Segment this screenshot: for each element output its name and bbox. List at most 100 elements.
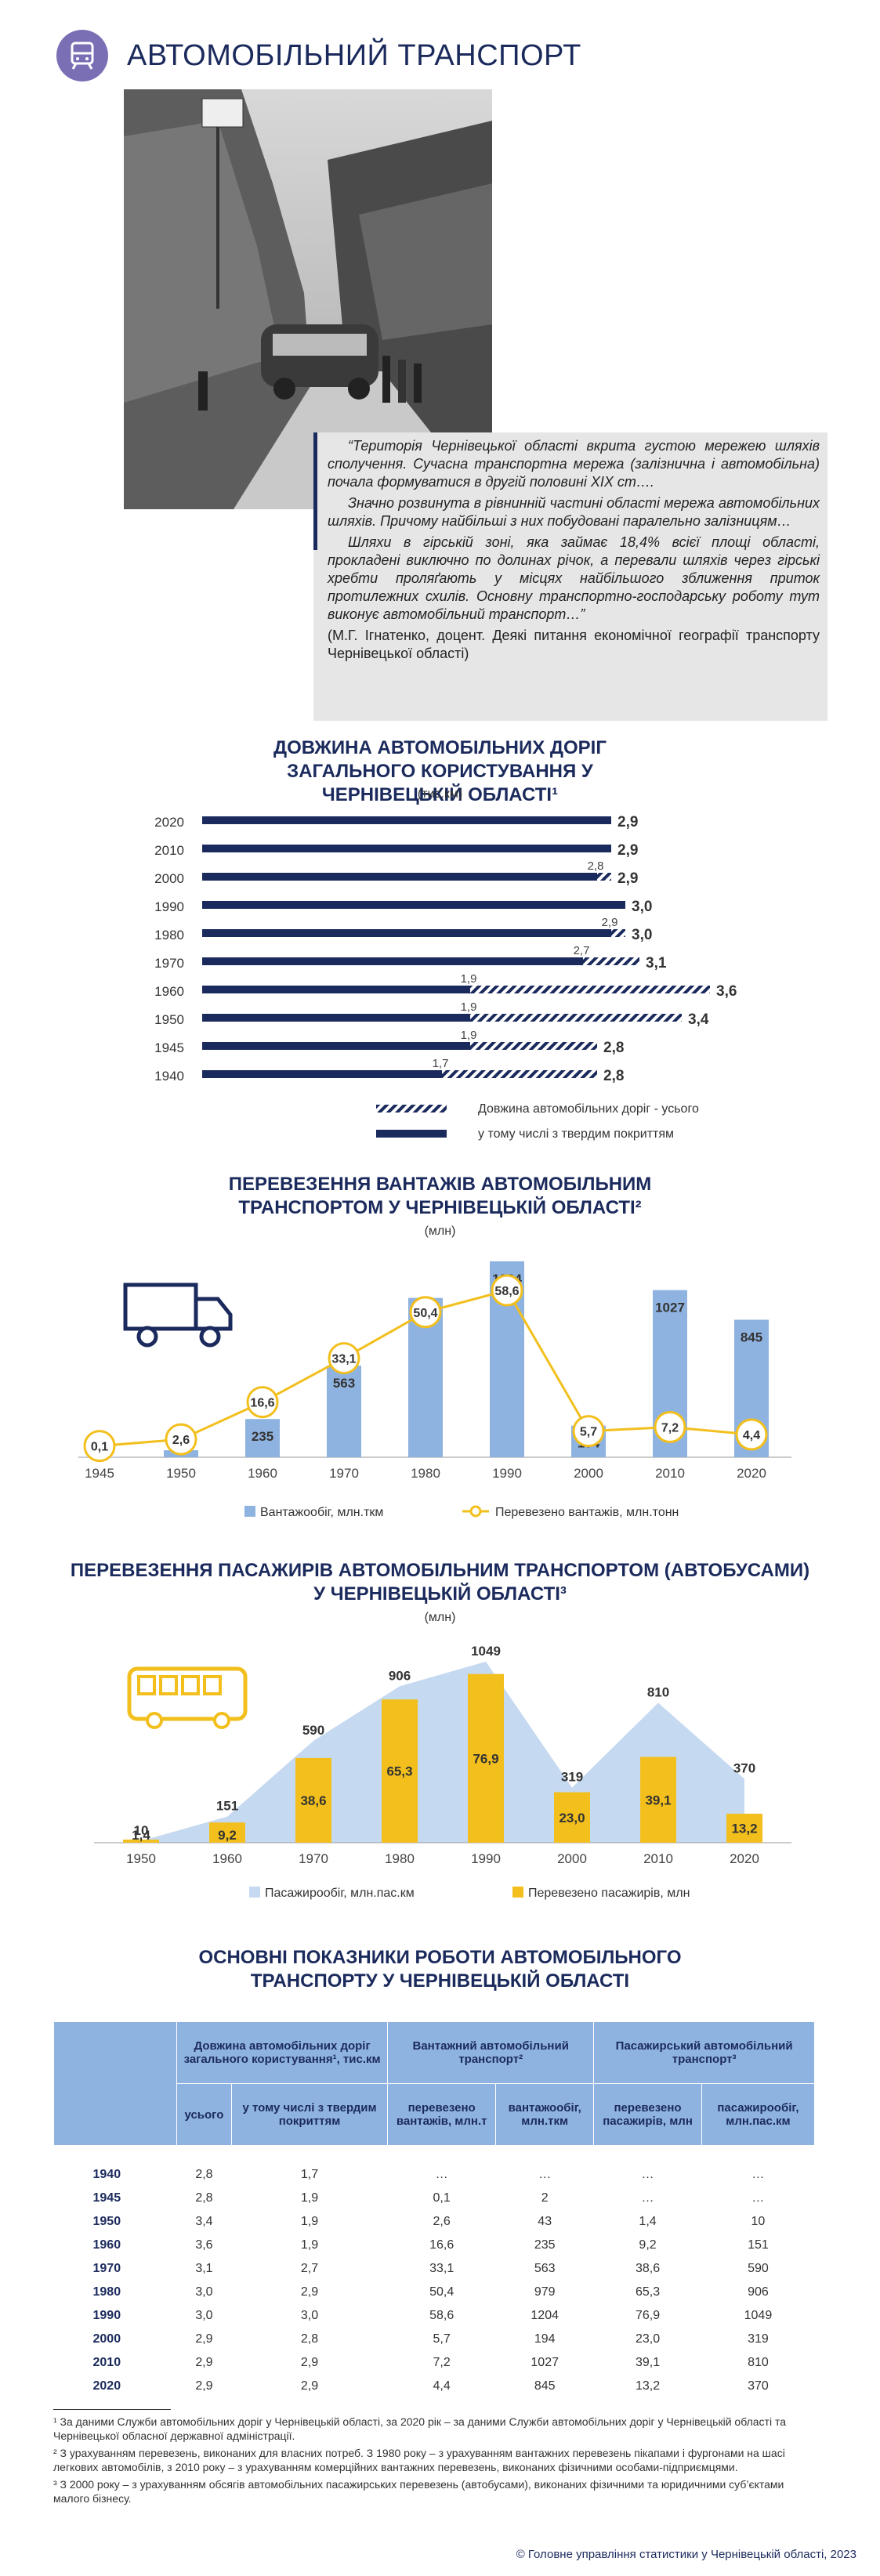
chart1-category-label: 1990 [154,899,184,914]
chart2-x-tick: 1970 [329,1466,359,1481]
chart2-legend-bar: Вантажообіг, млн.ткм [260,1506,383,1519]
table-cell: 2,8 [300,2332,319,2346]
table-row: 2010 2,9 2,9 7,2 1027 39,1 810 [54,2351,815,2375]
indicators-table: Довжина автомобільних доріг загального к… [53,2021,816,2398]
bus-window [203,1675,222,1695]
chart3-x-tick: 1980 [385,1851,415,1866]
chart2-x-tick: 1945 [85,1466,114,1481]
table-cell: … [751,2168,765,2181]
chart1-bar-paved [202,816,611,824]
table-cell: 43 [538,2215,552,2228]
table-cell: 2,7 [300,2262,319,2275]
footnote: ¹ За даними Служби автомобільних доріг у… [53,2415,786,2442]
table-cell: 151 [748,2238,769,2252]
chart3-area-label: 10 [134,1823,149,1838]
table-cell: 845 [534,2379,556,2393]
bus-wheel [213,1712,230,1729]
chart3-x-tick: 1970 [299,1851,328,1866]
bus-icon [127,1666,248,1729]
chart2-point [165,1423,197,1456]
table-cell: 1,9 [300,2191,319,2205]
copyright: © Головне управління статистики у Чернів… [516,2548,856,2561]
chart3-x-tick: 2010 [643,1851,673,1866]
chart2-point-label: 33,1 [331,1353,356,1366]
table-cell: 1049 [744,2309,773,2322]
chart3-bar-label: 65,3 [386,1764,412,1779]
table-cell: … [641,2168,654,2181]
chart2-x-tick: 1990 [492,1466,522,1481]
chart3-area-label: 906 [389,1668,411,1683]
chart1-bar-paved [202,929,611,937]
table-cell: 3,1 [195,2262,213,2275]
chart1-bar-paved [202,845,611,852]
chart2-x-tick: 1980 [411,1466,440,1481]
footnote-rule [53,2409,171,2410]
chart1-paved-label: 1,9 [461,1029,477,1042]
chart2-point [409,1296,442,1329]
table-cell: 235 [534,2238,556,2252]
chart3-bar-label: 13,2 [731,1822,757,1836]
table-row: 1960 3,6 1,9 16,6 235 9,2 151 [54,2234,815,2257]
table-sub-header: пасажирообіг, млн.пас.км [701,2083,816,2146]
table-row: 1980 3,0 2,9 50,4 979 65,3 906 [54,2281,815,2304]
quote-text: “Територія Чернівецької області вкрита г… [328,437,820,663]
chart1-bar-paved [202,957,583,965]
chart1-paved-label: 2,8 [588,859,604,873]
chart1-paved-label: 1,9 [461,972,477,986]
chart2-x-tick: 1950 [166,1466,196,1481]
chart1-paved-label: 1,7 [433,1057,449,1070]
bus-wheel [146,1712,163,1729]
chart1-total-label: 2,9 [617,814,638,830]
table-cell: … [641,2191,654,2205]
chart1-total-label: 3,0 [632,899,652,915]
table-group-header: Довжина автомобільних доріг загального к… [176,2021,389,2084]
train-icon [56,30,108,81]
table-cell: 3,4 [195,2215,213,2228]
table-cell: 194 [534,2332,556,2346]
chart3-x-tick: 1950 [126,1851,156,1866]
table-row: 2000 2,9 2,8 5,7 194 23,0 319 [54,2328,815,2351]
table-cell: 1,9 [300,2238,319,2252]
table-title-text: ОСНОВНІ ПОКАЗНИКИ РОБОТИ АВТОМОБІЛЬНОГО … [198,1947,682,1992]
table-title: ОСНОВНІ ПОКАЗНИКИ РОБОТИ АВТОМОБІЛЬНОГО … [0,1946,880,1993]
chart1-title: ДОВЖИНА АВТОМОБІЛЬНИХ ДОРІГ ЗАГАЛЬНОГО К… [0,736,880,807]
table-cell: 10 [751,2215,766,2228]
table-cell: 810 [748,2356,769,2369]
table-cell: 2,9 [195,2379,213,2393]
quote-paragraph: “Територія Чернівецької області вкрита г… [328,438,820,490]
chart3-bar-label: 76,9 [473,1751,498,1766]
chart1-category-label: 2010 [154,843,184,858]
table-cell: 13,2 [635,2379,661,2393]
chart1-total-label: 2,8 [603,1068,624,1084]
chart2-point-label: 5,7 [580,1426,597,1439]
table-cell: 65,3 [635,2285,661,2299]
table-year-cell: 1950 [92,2215,121,2228]
chart2-point-label: 0,1 [91,1441,108,1454]
chart1-category-label: 1950 [154,1012,184,1027]
chart2-title: ПЕРЕВЕЗЕННЯ ВАНТАЖІВ АВТОМОБІЛЬНИМ ТРАНС… [0,1173,880,1220]
chart3-bar-label: 39,1 [645,1793,671,1807]
quote-box: “Територія Чернівецької області вкрита г… [313,432,827,721]
page-title: АВТОМОБІЛЬНИЙ ТРАНСПОРТ [127,39,581,72]
table-cell: 1,4 [639,2215,657,2228]
table-cell: 9,2 [639,2238,657,2252]
chart3-legend-swatch-bar [512,1887,523,1898]
chart1-category-label: 1945 [154,1040,184,1055]
table-sub-header: перевезено вантажів, млн.т [387,2083,497,2146]
table-year-cell: 1940 [92,2168,121,2181]
table-cell: 39,1 [635,2356,661,2369]
header: АВТОМОБІЛЬНИЙ ТРАНСПОРТ [56,30,840,85]
chart3-area [141,1661,744,1843]
table-cell: 58,6 [429,2309,454,2322]
table-year-cell: 1960 [92,2238,121,2252]
truck-wheel [199,1326,221,1348]
bus-window [137,1675,156,1695]
table-sub-header: у тому числі з твердим покриттям [230,2083,389,2146]
footnotes: ¹ За даними Служби автомобільних доріг у… [53,2415,815,2505]
chart2-bar [327,1366,361,1457]
chart2-x-tick: 2000 [574,1466,603,1481]
chart1-bar-paved [202,986,470,993]
chart3-area-label: 370 [733,1760,755,1775]
chart2-point-label: 16,6 [250,1397,274,1410]
table-cell: 3,0 [300,2309,319,2322]
